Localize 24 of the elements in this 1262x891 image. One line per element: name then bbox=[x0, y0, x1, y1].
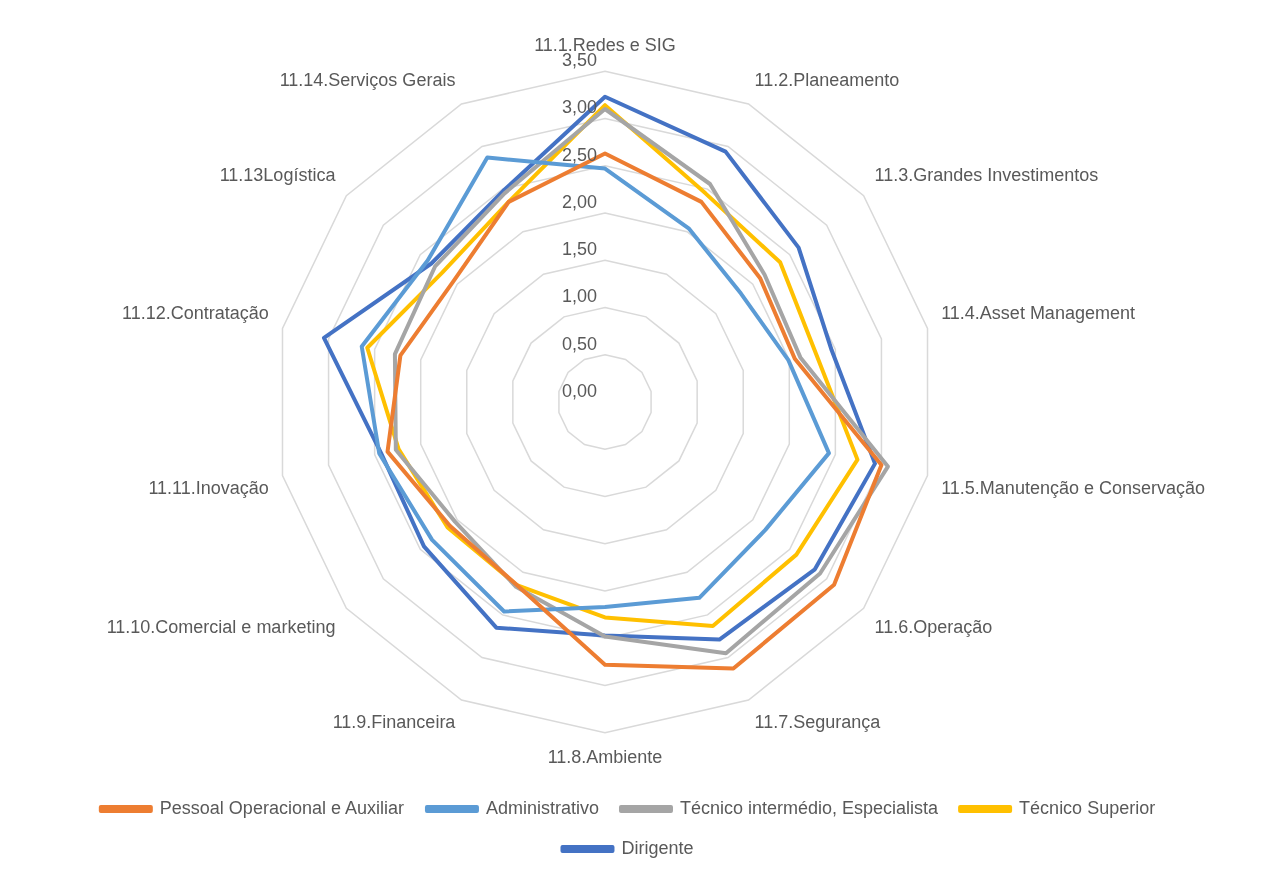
spoke-label: 11.12.Contratação bbox=[122, 303, 269, 324]
spoke-label: 11.5.Manutenção e Conservação bbox=[941, 478, 1205, 499]
spoke-label: 11.11.Inovação bbox=[148, 478, 269, 499]
spoke-label: 11.14.Serviços Gerais bbox=[279, 69, 456, 90]
legend-label: Dirigente bbox=[621, 837, 694, 858]
spoke-label: 11.9.Financeira bbox=[332, 712, 457, 733]
legend-label: Técnico Superior bbox=[1019, 797, 1156, 818]
legend-label: Técnico intermédio, Especialista bbox=[679, 797, 940, 818]
y-tick-label: 2,50 bbox=[561, 144, 597, 165]
y-tick-label: 2,00 bbox=[561, 191, 597, 212]
spoke-label: 11.6.Operação bbox=[874, 616, 993, 637]
spoke-label: 11.4.Asset Management bbox=[941, 303, 1135, 324]
y-tick-label: 0,50 bbox=[561, 333, 597, 354]
y-tick-label: 1,50 bbox=[561, 239, 597, 260]
spoke-label: 11.10.Comercial e marketing bbox=[106, 616, 336, 637]
y-tick-label: 1,00 bbox=[561, 286, 597, 307]
spoke-label: 11.13Logística bbox=[219, 165, 337, 186]
spoke-label: 11.2.Planeamento bbox=[754, 69, 900, 90]
legend-label: Administrativo bbox=[485, 797, 599, 818]
legend-label: Pessoal Operacional e Auxiliar bbox=[159, 797, 404, 818]
spoke-label: 11.7.Segurança bbox=[754, 712, 882, 733]
spoke-label: 11.3.Grandes Investimentos bbox=[874, 165, 1099, 186]
y-tick-label: 0,00 bbox=[561, 380, 597, 401]
spoke-label: 11.8.Ambiente bbox=[547, 746, 663, 767]
